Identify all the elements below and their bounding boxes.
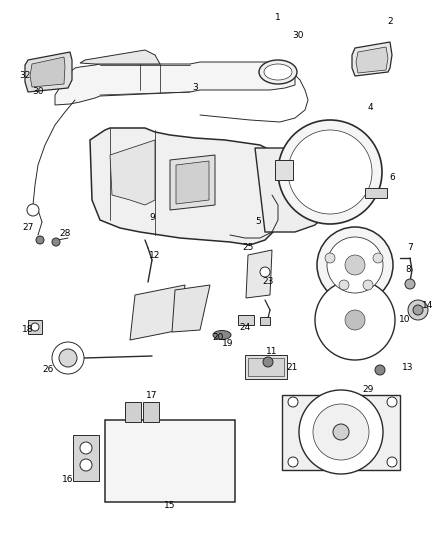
Circle shape [333,424,349,440]
Circle shape [327,237,383,293]
Circle shape [288,457,298,467]
Circle shape [288,397,298,407]
Text: 14: 14 [422,301,434,310]
Text: 26: 26 [42,366,54,375]
Ellipse shape [259,60,297,84]
Polygon shape [90,128,275,245]
Text: 25: 25 [242,244,254,253]
Circle shape [299,390,383,474]
Polygon shape [30,57,65,87]
Circle shape [387,397,397,407]
Text: 23: 23 [262,278,274,287]
Text: 5: 5 [255,217,261,227]
Circle shape [405,279,415,289]
Text: 8: 8 [405,265,411,274]
Circle shape [373,253,383,263]
Text: 32: 32 [19,70,31,79]
Circle shape [80,459,92,471]
Ellipse shape [213,330,231,340]
Text: 19: 19 [222,340,234,349]
Text: 30: 30 [32,87,44,96]
Polygon shape [130,285,185,340]
Text: 27: 27 [22,223,34,232]
Bar [238,315,254,325]
Polygon shape [80,50,160,64]
Text: 29: 29 [362,385,374,394]
Circle shape [315,280,395,360]
Text: 2: 2 [387,18,393,27]
Text: 17: 17 [146,391,158,400]
Text: 10: 10 [399,316,411,325]
Circle shape [345,255,365,275]
Circle shape [36,236,44,244]
Ellipse shape [264,64,292,80]
Bar [365,188,387,198]
Text: 1: 1 [275,13,281,22]
Polygon shape [176,161,209,204]
Text: 16: 16 [62,475,74,484]
Bar [105,420,235,502]
Circle shape [260,267,270,277]
Text: 12: 12 [149,251,161,260]
Polygon shape [255,148,330,232]
Bar [245,355,287,379]
Circle shape [339,280,349,290]
Text: 9: 9 [149,214,155,222]
Text: 24: 24 [240,324,251,333]
Text: 20: 20 [212,334,224,343]
Polygon shape [55,62,295,105]
Circle shape [325,253,335,263]
Circle shape [27,204,39,216]
Polygon shape [282,395,400,470]
Polygon shape [352,42,392,76]
Circle shape [345,310,365,330]
Text: 11: 11 [266,348,278,357]
Polygon shape [25,52,72,92]
Circle shape [263,357,273,367]
Bar [125,402,141,422]
Text: 13: 13 [402,364,414,373]
Circle shape [52,342,84,374]
Text: 30: 30 [292,30,304,39]
Bar [248,358,284,376]
Bar [73,435,99,481]
Text: 3: 3 [192,84,198,93]
Circle shape [59,349,77,367]
Bar [143,402,159,422]
Circle shape [375,365,385,375]
Bar [28,320,42,334]
Text: 21: 21 [286,364,298,373]
Circle shape [313,404,369,460]
Text: 15: 15 [164,500,176,510]
Polygon shape [356,47,388,73]
Bar [275,160,293,180]
Text: 7: 7 [407,244,413,253]
Circle shape [317,227,393,303]
Circle shape [278,120,382,224]
Circle shape [413,305,423,315]
Bar [260,317,270,325]
Polygon shape [172,285,210,332]
Polygon shape [110,140,155,205]
Circle shape [387,457,397,467]
Circle shape [288,130,372,214]
Polygon shape [246,250,272,298]
Circle shape [408,300,428,320]
Circle shape [31,323,39,331]
Text: 4: 4 [367,103,373,112]
Circle shape [52,238,60,246]
Circle shape [363,280,373,290]
Polygon shape [170,155,215,210]
Text: 28: 28 [59,230,71,238]
Text: 18: 18 [22,326,34,335]
Circle shape [80,442,92,454]
Text: 6: 6 [389,174,395,182]
